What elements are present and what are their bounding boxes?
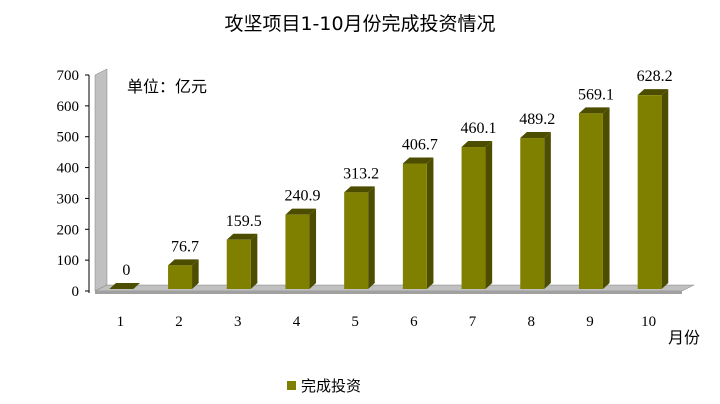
bar — [344, 192, 369, 289]
x-tick-label: 8 — [528, 314, 536, 330]
bar-side — [309, 208, 317, 289]
data-label: 240.9 — [284, 188, 320, 205]
value-labels: 0 76.7 159.5 240.9 313.2 406.7 460.1 489.2 569.1… — [122, 68, 672, 279]
x-axis-label: 月份 — [668, 328, 700, 347]
bar-top — [344, 186, 375, 193]
bar-top — [285, 208, 317, 215]
bar — [402, 163, 427, 289]
x-tick-label: 3 — [234, 314, 242, 330]
y-tick-label: 600 — [57, 99, 80, 115]
y-tick-label: 300 — [57, 191, 80, 207]
bar — [461, 147, 486, 289]
x-tick-label: 10 — [641, 314, 656, 330]
y-tick-label: 0 — [72, 284, 80, 300]
bar-top — [109, 283, 140, 289]
data-label: 313.2 — [343, 165, 379, 182]
x-tick-label: 5 — [351, 314, 359, 330]
x-tick-label: 7 — [469, 314, 477, 330]
bar — [285, 214, 310, 289]
bar-top — [168, 259, 199, 266]
bar — [168, 265, 193, 289]
bar — [520, 138, 545, 289]
legend-label: 完成投资 — [301, 377, 361, 395]
data-label: 76.7 — [171, 238, 199, 255]
bar-side — [192, 259, 199, 289]
side-wall — [94, 68, 108, 292]
bar-side — [661, 89, 669, 289]
bar-side — [544, 132, 551, 289]
x-tick-label: 1 — [117, 314, 125, 330]
y-axis: 0 100 200 300 400 500 600 700 — [57, 68, 90, 300]
bar-top — [461, 141, 493, 148]
data-label: 406.7 — [402, 137, 438, 154]
data-label: 628.2 — [637, 68, 673, 85]
x-axis: 1 2 3 4 5 6 7 8 9 10 — [117, 314, 657, 330]
y-tick-label: 200 — [57, 222, 80, 238]
bar-top — [520, 132, 551, 139]
bar-side — [602, 107, 610, 289]
unit-label: 单位：亿元 — [127, 77, 207, 96]
x-tick-label: 9 — [586, 314, 594, 330]
bar-side — [250, 233, 258, 289]
y-tick-label: 100 — [57, 253, 80, 269]
bar-side — [426, 157, 434, 289]
bar-side — [485, 141, 493, 289]
bars-group — [109, 89, 669, 289]
data-label: 489.2 — [519, 111, 555, 128]
bar-top — [637, 89, 669, 96]
bar — [578, 113, 603, 289]
bar-top — [578, 107, 610, 114]
data-label: 0 — [122, 262, 130, 279]
data-label: 460.1 — [461, 120, 497, 137]
x-tick-label: 2 — [175, 314, 183, 330]
y-tick-label: 700 — [57, 68, 80, 84]
legend: 完成投资 — [287, 377, 361, 395]
chart-title: 攻坚项目1-10月份完成投资情况 — [224, 13, 495, 35]
bar — [226, 239, 251, 289]
bar-top — [226, 233, 258, 240]
x-tick-label: 4 — [293, 314, 301, 330]
bar-top — [402, 157, 434, 164]
data-label: 159.5 — [226, 213, 262, 230]
data-label: 569.1 — [578, 86, 614, 103]
bar-side — [368, 186, 375, 289]
bar — [637, 95, 662, 289]
y-tick-label: 500 — [57, 130, 80, 146]
x-tick-label: 6 — [410, 314, 418, 330]
legend-swatch — [287, 381, 296, 390]
y-tick-label: 400 — [57, 161, 80, 177]
floor-edge — [95, 291, 682, 294]
